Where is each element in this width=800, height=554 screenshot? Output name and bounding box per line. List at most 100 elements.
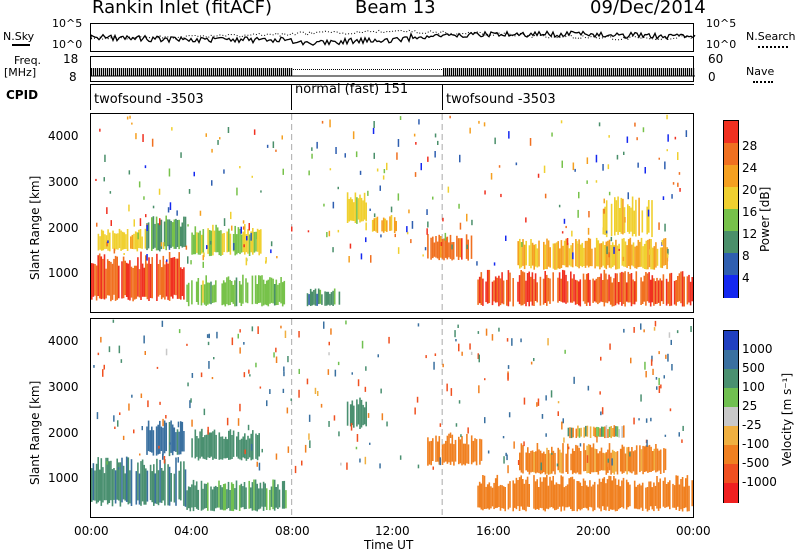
heatmap-cell: [520, 270, 522, 306]
heatmap-cell: [251, 275, 254, 305]
nave-mark: [329, 69, 330, 70]
heatmap-cell: [98, 253, 101, 299]
heatmap-cell: [678, 172, 681, 175]
heatmap-cell: [328, 352, 330, 356]
heatmap-cell: [319, 289, 322, 304]
heatmap-cell: [605, 241, 608, 270]
heatmap-cell: [180, 461, 182, 501]
heatmap-cell: [554, 484, 556, 511]
heatmap-cell: [435, 435, 437, 462]
freq-mark: [241, 68, 243, 76]
velocity-cbar-label: Velocity [m s⁻¹]: [780, 372, 794, 466]
heatmap-cell: [211, 377, 214, 380]
heatmap-cell: [571, 230, 573, 237]
heatmap-cell: [178, 329, 181, 334]
heatmap-cell: [533, 244, 535, 270]
freq-mark: [491, 68, 493, 76]
heatmap-cell: [541, 453, 543, 474]
heatmap-cell: [488, 269, 491, 303]
heatmap-cell: [325, 291, 328, 306]
heatmap-cell: [665, 484, 668, 508]
heatmap-cell: [659, 247, 662, 268]
colorbar-swatch: [724, 331, 738, 351]
freq-mark: [91, 68, 93, 76]
freq-mark: [177, 68, 179, 76]
heatmap-cell: [558, 272, 561, 301]
heatmap-cell: [577, 209, 579, 218]
heatmap-cell: [167, 263, 169, 300]
power-ylabel: Slant Range [km]: [28, 175, 42, 280]
heatmap-cell: [632, 279, 634, 305]
heatmap-cell: [669, 480, 671, 510]
heatmap-cell: [586, 425, 589, 437]
freq-mark: [141, 68, 143, 76]
heatmap-cell: [122, 256, 125, 299]
heatmap-cell: [646, 487, 649, 512]
heatmap-cell: [194, 485, 196, 508]
heatmap-cell: [306, 293, 309, 307]
nave-mark: [391, 69, 392, 70]
heatmap-cell: [579, 482, 582, 511]
heatmap-cell: [459, 222, 462, 230]
heatmap-cell: [517, 460, 520, 465]
heatmap-cell: [258, 462, 261, 471]
heatmap-cell: [648, 481, 650, 511]
heatmap-cell: [639, 241, 641, 267]
freq-mark: [471, 68, 473, 76]
freq-mark: [111, 68, 113, 76]
heatmap-cell: [135, 133, 137, 140]
heatmap-cell: [632, 451, 635, 472]
heatmap-cell: [205, 434, 208, 460]
heatmap-cell: [595, 449, 598, 473]
heatmap-cell: [560, 240, 563, 268]
heatmap-cell: [615, 452, 617, 472]
heatmap-cell: [169, 442, 171, 445]
heatmap-cell: [643, 446, 646, 472]
heatmap-cell: [635, 271, 638, 302]
heatmap-cell: [110, 261, 112, 302]
heatmap-cell: [348, 199, 350, 222]
heatmap-cell: [568, 248, 571, 266]
nave-mark: [355, 69, 356, 70]
heatmap-cell: [470, 351, 473, 355]
freq-mark: [501, 68, 503, 76]
heatmap-cell: [255, 231, 257, 240]
heatmap-cell: [239, 228, 241, 255]
heatmap-cell: [458, 343, 460, 352]
heatmap-cell: [354, 192, 357, 223]
heatmap-cell: [650, 359, 653, 366]
freq-mark: [197, 68, 199, 76]
heatmap-cell: [253, 129, 256, 135]
heatmap-cell: [203, 408, 206, 416]
freq-mark: [103, 68, 105, 76]
heatmap-cell: [362, 200, 364, 222]
heatmap-cell: [686, 475, 689, 512]
heatmap-cell: [578, 481, 580, 510]
heatmap-cell: [217, 140, 219, 145]
heatmap-cell: [466, 213, 468, 222]
heatmap-cell: [565, 274, 567, 304]
heatmap-cell: [613, 476, 615, 510]
heatmap-cell: [203, 483, 206, 509]
heatmap-cell: [479, 438, 481, 465]
heatmap-cell: [602, 426, 604, 437]
heatmap-cell: [556, 463, 559, 467]
heatmap-cell: [102, 369, 104, 377]
heatmap-cell: [635, 199, 637, 237]
heatmap-cell: [266, 400, 268, 407]
heatmap-cell: [356, 197, 358, 224]
heatmap-cell: [459, 238, 461, 258]
heatmap-cell: [627, 239, 630, 266]
heatmap-cell: [138, 269, 141, 298]
heatmap-cell: [662, 274, 665, 304]
heatmap-cell: [109, 191, 112, 194]
heatmap-cell: [160, 267, 163, 300]
heatmap-cell: [558, 204, 561, 208]
heatmap-cell: [646, 273, 649, 302]
heatmap-cell: [256, 461, 258, 467]
vel-cbar-tick-minus1000: -1000: [742, 475, 777, 489]
heatmap-cell: [443, 238, 445, 261]
heatmap-cell: [603, 477, 606, 510]
nave-mark: [347, 69, 348, 70]
freq-mark: [223, 68, 225, 76]
